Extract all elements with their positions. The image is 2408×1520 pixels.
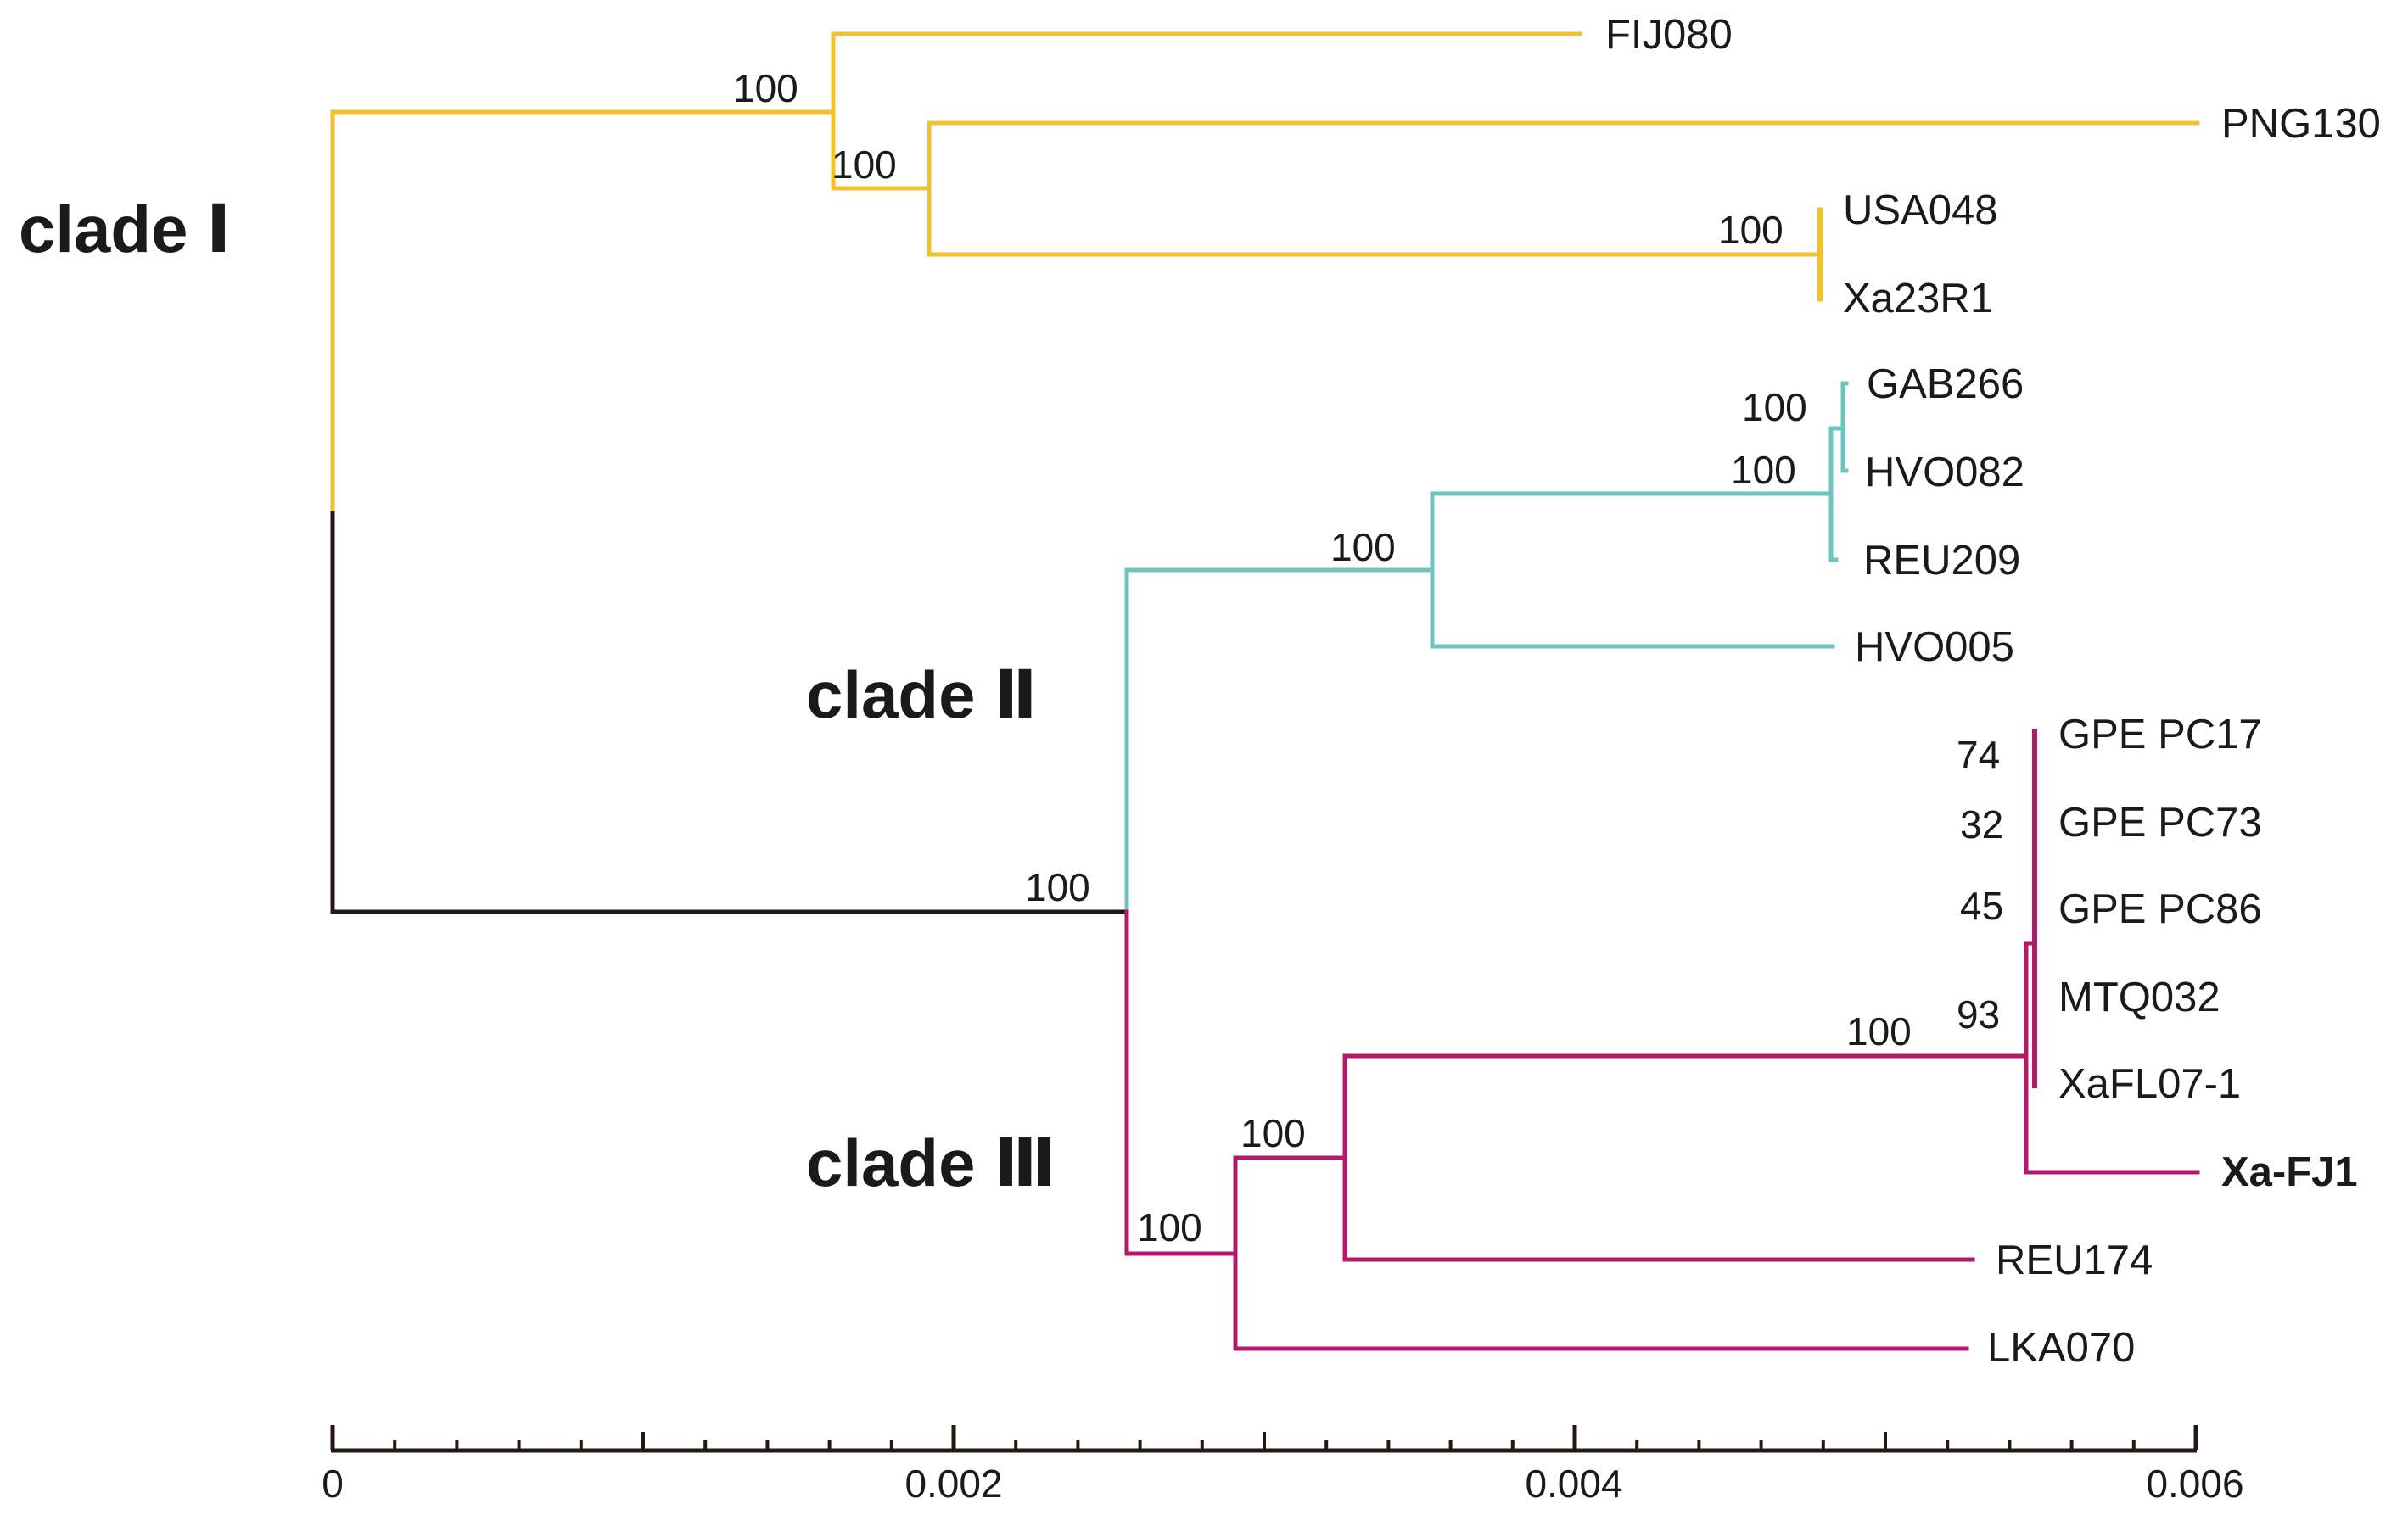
leaf-label: PNG130 xyxy=(2221,101,2381,147)
leaf-label-highlighted: Xa-FJ1 xyxy=(2221,1149,2358,1195)
leaf-label: GAB266 xyxy=(1867,361,2024,407)
leaf-label: REU209 xyxy=(1863,538,2020,584)
clade-3-label: clade Ⅲ xyxy=(806,1126,1056,1200)
support-value: 32 xyxy=(1960,802,2003,847)
support-value: 100 xyxy=(733,66,798,110)
scale-axis-ticks xyxy=(330,1425,2198,1450)
support-value: 100 xyxy=(1846,1009,1912,1053)
scale-tick-label: 0.002 xyxy=(904,1461,1002,1506)
leaf-label: FIJ080 xyxy=(1605,12,1733,58)
leaf-label: USA048 xyxy=(1843,187,1998,233)
support-value: 100 xyxy=(1718,208,1784,252)
support-value: 100 xyxy=(1742,385,1807,429)
support-value: 100 xyxy=(1025,865,1090,909)
clade-1-branches xyxy=(330,31,2200,516)
leaf-label: REU174 xyxy=(1996,1238,2153,1283)
support-value: 100 xyxy=(1137,1205,1202,1249)
support-value: 100 xyxy=(1731,448,1796,492)
leaf-label: GPE PC73 xyxy=(2058,800,2262,846)
clade-2-label: clade Ⅱ xyxy=(806,657,1038,732)
scale-tick-label: 0.004 xyxy=(1525,1461,1622,1506)
leaf-label: HVO082 xyxy=(1865,450,2024,495)
support-value: 45 xyxy=(1960,884,2003,928)
support-value: 93 xyxy=(1957,992,2000,1037)
scale-axis: 0 0.002 0.004 0.006 xyxy=(322,1425,2244,1506)
scale-tick-label: 0.006 xyxy=(2146,1461,2243,1506)
leaf-label: GPE PC86 xyxy=(2058,886,2262,932)
leaf-label: MTQ032 xyxy=(2058,975,2220,1020)
leaf-label: GPE PC17 xyxy=(2058,712,2262,757)
support-value: 100 xyxy=(832,142,897,187)
leaf-label: Xa23R1 xyxy=(1843,276,1993,321)
support-value: 74 xyxy=(1957,733,2000,777)
support-value: 100 xyxy=(1240,1111,1306,1155)
root-branches xyxy=(330,511,1129,914)
leaf-labels: FIJ080 PNG130 USA048 Xa23R1 GAB266 HVO08… xyxy=(1605,12,2381,1371)
scale-tick-label: 0 xyxy=(322,1461,344,1506)
leaf-label: LKA070 xyxy=(1987,1325,2135,1371)
support-values: 100 100 100 100 100 100 100 74 32 45 93 … xyxy=(733,66,2003,1249)
clade-1-label: clade Ⅰ xyxy=(19,192,231,266)
clade-labels: clade Ⅰ clade Ⅱ clade Ⅲ xyxy=(19,192,1056,1200)
leaf-label: XaFL07-1 xyxy=(2058,1061,2241,1107)
leaf-label: HVO005 xyxy=(1855,624,2014,670)
clade-3-branches xyxy=(1124,729,2200,1351)
support-value: 100 xyxy=(1330,525,1396,569)
clade-2-branches xyxy=(1124,381,1849,914)
